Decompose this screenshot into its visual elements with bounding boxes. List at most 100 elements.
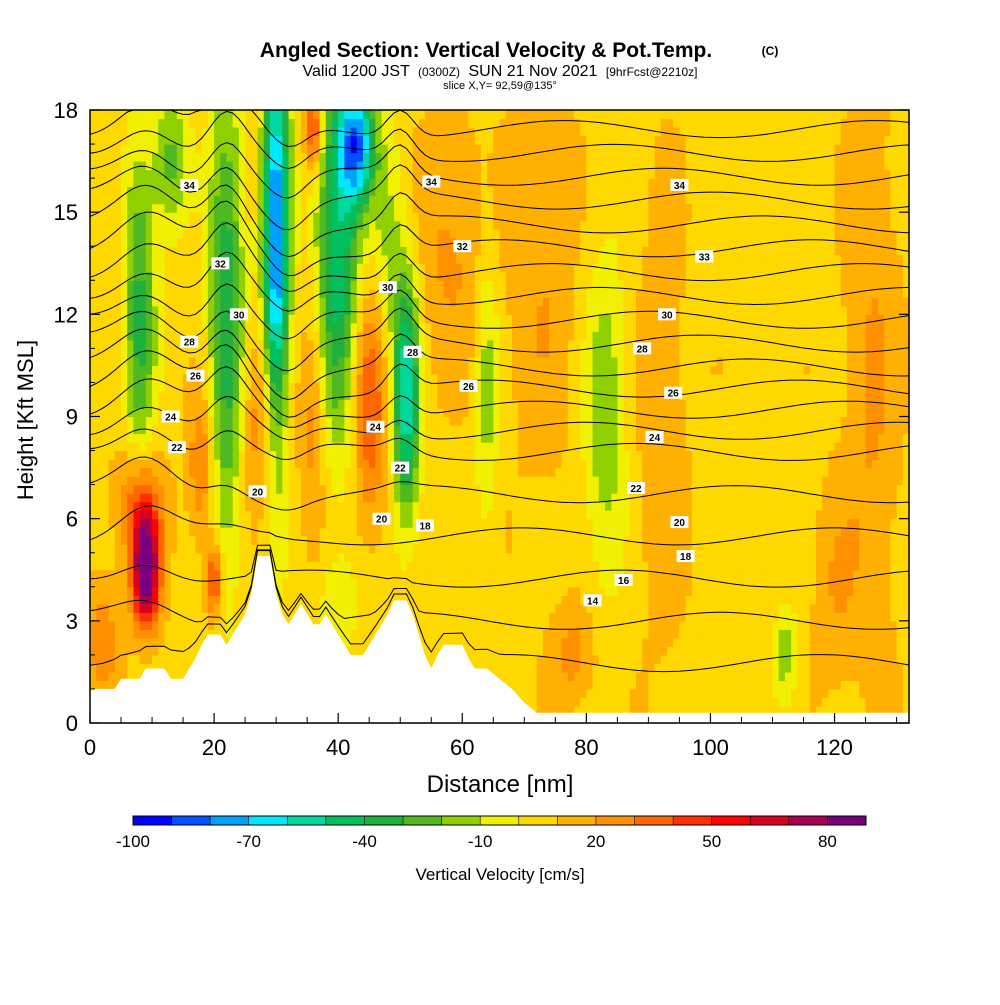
velocity-cell <box>121 578 128 588</box>
velocity-cell <box>245 237 252 247</box>
velocity-cell <box>170 118 178 128</box>
velocity-cell <box>356 212 364 222</box>
velocity-cell <box>152 493 159 503</box>
velocity-cell <box>90 373 97 384</box>
velocity-cell <box>232 459 240 469</box>
velocity-cell <box>387 322 395 332</box>
velocity-cell <box>127 314 135 324</box>
velocity-cell <box>139 442 147 452</box>
velocity-cell <box>350 552 358 562</box>
velocity-cell <box>394 237 401 247</box>
velocity-cell <box>431 322 439 332</box>
velocity-cell <box>480 254 488 264</box>
velocity-cell <box>468 569 476 579</box>
velocity-cell <box>288 322 296 332</box>
velocity-cell <box>344 544 352 554</box>
velocity-cell <box>145 510 153 520</box>
velocity-cell <box>145 484 153 494</box>
velocity-cell <box>449 127 457 137</box>
velocity-cell <box>121 671 128 682</box>
velocity-cell <box>102 135 110 145</box>
velocity-cell <box>288 280 296 290</box>
velocity-cell <box>449 271 457 281</box>
velocity-cell <box>257 331 265 341</box>
velocity-cell <box>425 399 432 409</box>
velocity-cell <box>462 195 470 205</box>
velocity-cell <box>313 280 321 290</box>
velocity-cell <box>257 161 265 171</box>
velocity-cell <box>425 603 432 613</box>
velocity-cell <box>363 254 370 264</box>
velocity-cell <box>164 390 172 401</box>
velocity-cell <box>412 314 420 324</box>
velocity-cell <box>394 399 401 409</box>
velocity-cell <box>319 595 327 605</box>
velocity-cell <box>96 433 103 443</box>
velocity-cell <box>462 288 470 298</box>
velocity-cell <box>288 527 296 537</box>
velocity-cell <box>127 390 135 401</box>
velocity-cell <box>499 646 507 656</box>
velocity-cell <box>387 331 395 341</box>
velocity-cell <box>331 297 339 307</box>
velocity-cell <box>356 237 364 247</box>
velocity-cell <box>375 220 383 230</box>
velocity-cell <box>480 637 488 647</box>
velocity-cell <box>226 220 234 230</box>
velocity-cell <box>381 297 389 307</box>
velocity-cell <box>443 348 451 358</box>
velocity-cell <box>406 288 414 298</box>
velocity-cell <box>412 288 420 298</box>
velocity-cell <box>127 110 135 120</box>
velocity-cell <box>300 297 308 307</box>
velocity-cell <box>319 161 327 171</box>
velocity-cell <box>152 510 159 520</box>
velocity-cell <box>145 476 153 486</box>
velocity-cell <box>183 288 190 298</box>
velocity-cell <box>139 288 147 298</box>
velocity-cell <box>133 484 141 494</box>
velocity-cell <box>350 297 358 307</box>
velocity-cell <box>493 203 501 213</box>
velocity-cell <box>152 220 159 230</box>
velocity-cell <box>425 305 432 315</box>
velocity-cell <box>344 586 352 596</box>
velocity-cell <box>300 416 308 426</box>
velocity-cell <box>121 629 128 639</box>
velocity-cell <box>511 390 519 401</box>
velocity-cell <box>164 493 172 503</box>
velocity-cell <box>431 450 439 460</box>
velocity-cell <box>338 110 345 120</box>
velocity-cell <box>114 348 122 358</box>
velocity-cell <box>133 373 141 384</box>
velocity-cell <box>468 390 476 401</box>
velocity-cell <box>276 229 283 239</box>
velocity-cell <box>480 535 488 545</box>
velocity-cell <box>201 578 209 588</box>
velocity-cell <box>344 373 352 384</box>
velocity-cell <box>133 229 141 239</box>
velocity-cell <box>381 237 389 247</box>
velocity-cell <box>201 152 209 162</box>
velocity-cell <box>257 493 265 503</box>
velocity-cell <box>288 178 296 188</box>
velocity-cell <box>251 416 259 426</box>
velocity-cell <box>319 314 327 324</box>
velocity-cell <box>511 459 519 469</box>
velocity-cell <box>127 493 135 503</box>
velocity-cell <box>263 365 271 375</box>
velocity-cell <box>90 493 97 503</box>
velocity-cell <box>220 535 228 545</box>
velocity-cell <box>245 450 252 460</box>
velocity-cell <box>201 322 209 332</box>
velocity-cell <box>195 527 203 537</box>
velocity-cell <box>437 459 445 469</box>
velocity-cell <box>102 263 110 273</box>
velocity-cell <box>269 229 277 239</box>
velocity-cell <box>406 152 414 162</box>
velocity-cell <box>164 246 172 256</box>
velocity-cell <box>263 382 271 392</box>
velocity-cell <box>108 476 116 486</box>
velocity-cell <box>158 127 166 137</box>
velocity-cell <box>207 382 215 392</box>
